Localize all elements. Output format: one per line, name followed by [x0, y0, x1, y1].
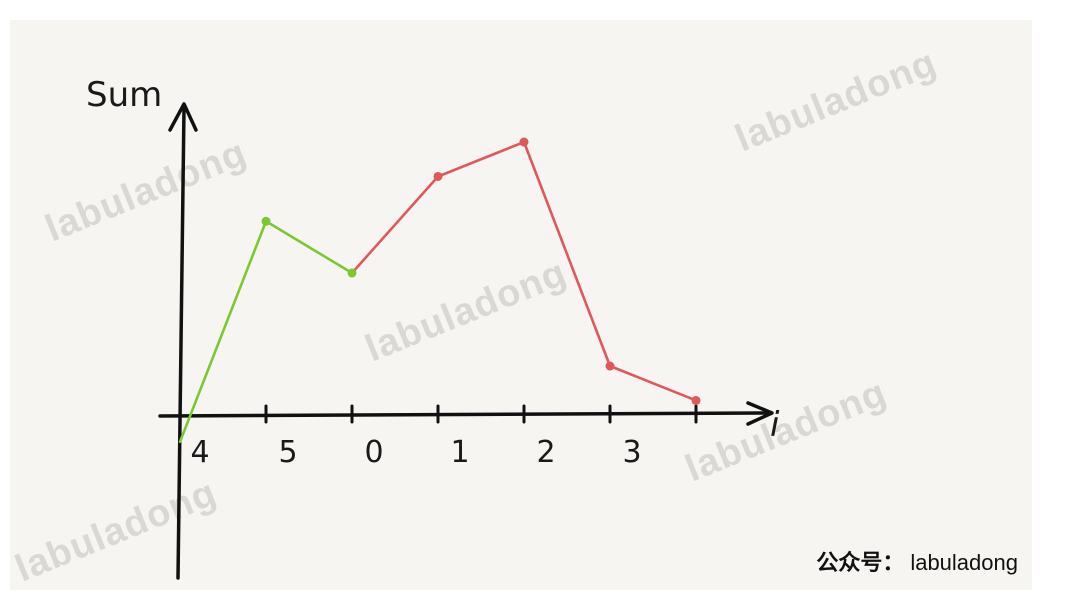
data-point	[261, 216, 271, 226]
series-lines	[178, 140, 698, 444]
x-axis-label: i	[770, 405, 780, 445]
x-tick-label: 5	[278, 435, 297, 470]
data-point	[347, 268, 357, 278]
x-tick-label: 3	[622, 435, 641, 470]
data-point	[605, 361, 615, 371]
x-ticks	[264, 404, 698, 424]
data-point	[433, 171, 443, 181]
x-axis	[158, 411, 772, 418]
x-tick-label: 4	[190, 435, 209, 470]
x-tick-labels: 4 5 0 1 2 3	[190, 435, 641, 470]
x-axis-arrow	[746, 401, 774, 426]
x-tick-label: 0	[364, 435, 383, 470]
series-segment	[350, 175, 440, 275]
x-tick-label: 2	[536, 435, 555, 470]
data-point	[691, 395, 701, 405]
series-segment	[178, 219, 268, 444]
y-axis	[176, 106, 186, 580]
series-segment	[608, 364, 698, 402]
credit-prefix: 公众号：	[816, 550, 905, 576]
x-tick-label: 1	[450, 435, 469, 470]
series-points	[261, 137, 701, 405]
series-segment	[436, 140, 526, 178]
y-axis-arrow	[168, 102, 198, 132]
data-point	[519, 137, 529, 147]
series-segment	[264, 219, 354, 275]
series-segment	[522, 140, 612, 368]
credit-name: labuladong	[910, 550, 1018, 575]
credit-text: 公众号： labuladong	[816, 545, 1018, 577]
y-axis-label: Sum	[86, 75, 162, 115]
